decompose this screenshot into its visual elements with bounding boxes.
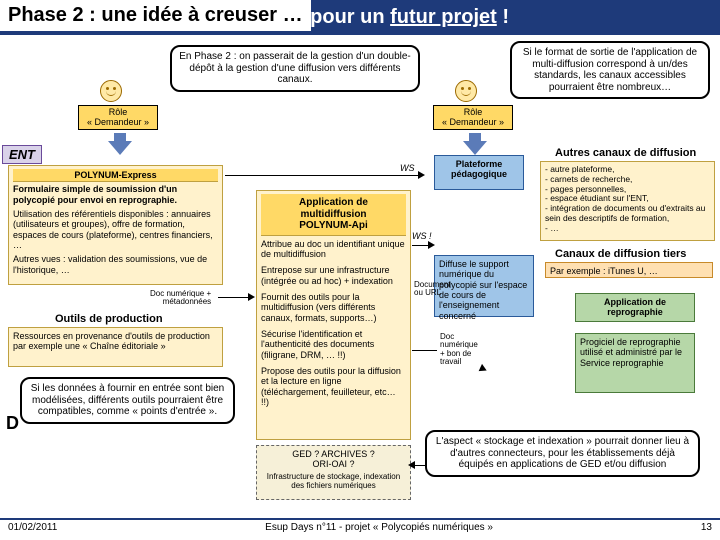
autres-canaux-list: - autre plateforme, - carnets de recherc… xyxy=(540,161,715,241)
platforme-title: Plateforme pédagogique xyxy=(434,155,524,190)
tiers-ex: Par exemple : iTunes U, … xyxy=(545,262,713,278)
autres-canaux-title: Autres canaux de diffusion xyxy=(555,147,696,159)
multidiff-title: Application de multidiffusion POLYNUM‑Ap… xyxy=(261,194,406,236)
polynum-title: POLYNUM‑Express xyxy=(13,169,218,182)
repro-desc: Progiciel de reprographie utilisé et adm… xyxy=(575,333,695,393)
title-link: futur projet xyxy=(390,6,497,28)
ent-label: ENT xyxy=(2,145,42,164)
diagram-canvas: En Phase 2 : on passerait de la gestion … xyxy=(0,35,720,535)
outils-box: Ressources en provenance d'outils de pro… xyxy=(8,327,223,367)
ws-excl-label: WS ! xyxy=(412,231,432,241)
callout-format: Si le format de sortie de l'application … xyxy=(510,41,710,99)
smiley-left xyxy=(100,80,122,102)
doc-bon-label: Doc numérique + bon de travail xyxy=(440,333,478,367)
smiley-right xyxy=(455,80,477,102)
footer-date: 01/02/2011 xyxy=(8,522,57,533)
polynum-express: POLYNUM‑Express Formulaire simple de sou… xyxy=(8,165,223,285)
role-right: Rôle « Demandeur » xyxy=(433,105,513,130)
arrow-right-down xyxy=(463,141,487,155)
footer: 01/02/2011 Esup Days n°11 - projet « Pol… xyxy=(0,518,720,535)
role-left: Rôle « Demandeur » xyxy=(78,105,158,130)
multidiff-box: Application de multidiffusion POLYNUM‑Ap… xyxy=(256,190,411,440)
title-blue: pour un xyxy=(310,6,390,28)
title-white: Phase 2 : une idée à creuser … xyxy=(0,0,311,31)
ws-label-1: WS xyxy=(400,163,415,173)
page-header: Phase 2 : une idée à creuser … Phase 2 :… xyxy=(0,0,720,35)
big-d-label: D xyxy=(6,413,19,434)
ged-box: GED ? ARCHIVES ? ORI-OAI ? Infrastructur… xyxy=(256,445,411,500)
callout-entree: Si les données à fournir en entrée sont … xyxy=(20,377,235,424)
arrow-left-down xyxy=(108,141,132,155)
doc-meta-label: Doc numérique + métadonnées xyxy=(150,290,211,307)
footer-center: Esup Days n°11 - projet « Polycopiés num… xyxy=(265,522,493,533)
doc-url: Document ou URL xyxy=(414,281,450,298)
callout-storage: L'aspect « stockage et indexation » pour… xyxy=(425,430,700,477)
callout-phase2: En Phase 2 : on passerait de la gestion … xyxy=(170,45,420,92)
tiers-title: Canaux de diffusion tiers xyxy=(555,248,686,260)
footer-page: 13 xyxy=(701,522,712,533)
repro-title: Application de reprographie xyxy=(575,293,695,322)
outils-title: Outils de production xyxy=(55,313,163,325)
